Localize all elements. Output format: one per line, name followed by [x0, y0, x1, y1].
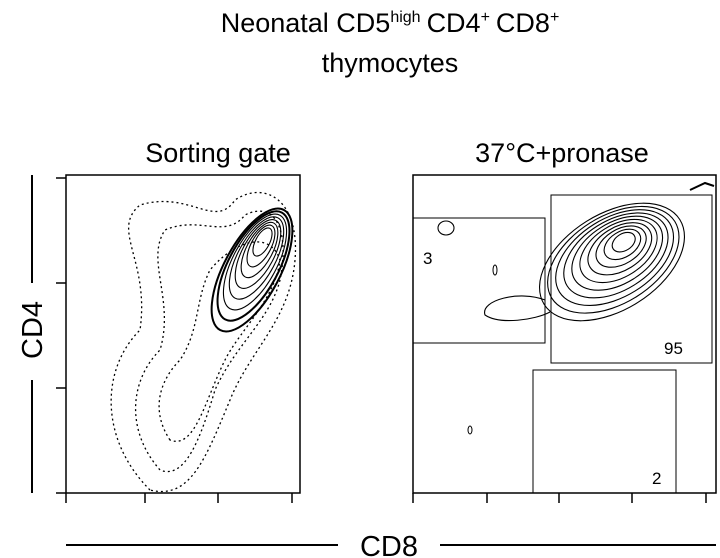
contour [603, 228, 642, 261]
panel-title: Sorting gate [145, 138, 291, 168]
contour [538, 202, 686, 322]
contour [563, 212, 669, 299]
panel-title: 37°C+pronase [475, 138, 649, 168]
gate [550, 194, 713, 364]
contour [110, 191, 297, 493]
y-axis-label: CD4 [17, 301, 49, 359]
contour [595, 225, 647, 268]
contour [216, 210, 291, 322]
contour [228, 216, 285, 300]
contour [437, 220, 455, 236]
contour [547, 205, 680, 314]
title-text: Neonatal CD5 [221, 8, 391, 38]
contour [611, 231, 636, 253]
plot-frame [412, 174, 717, 494]
contour [210, 207, 294, 333]
x-axis-label: CD8 [360, 531, 418, 558]
title-line1: Neonatal CD5high CD4+ CD8+ [221, 8, 560, 38]
gate-label: 2 [652, 469, 661, 488]
title-line2: thymocytes [322, 48, 459, 78]
title-superscript: + [550, 9, 559, 26]
contour [689, 181, 715, 191]
contour [222, 213, 288, 311]
contour [158, 241, 281, 442]
contour [134, 210, 284, 473]
contour [492, 264, 498, 276]
marks [56, 177, 715, 503]
title-text: CD8 [496, 8, 550, 38]
gate-label: 95 [664, 339, 683, 358]
contour [587, 222, 653, 276]
contour [555, 209, 675, 307]
gate-label: 3 [423, 249, 432, 268]
title-text: CD4 [427, 8, 481, 38]
contour [252, 227, 273, 257]
contour [484, 295, 551, 322]
gate [532, 369, 677, 494]
contour [234, 219, 282, 289]
contour [579, 218, 658, 284]
contour [467, 425, 473, 435]
gate [412, 217, 546, 344]
plot-frame [65, 174, 301, 494]
contour [240, 221, 279, 279]
contour [571, 215, 664, 291]
title-superscript: + [481, 9, 490, 26]
title-superscript: high [390, 9, 420, 26]
contour [246, 224, 276, 268]
